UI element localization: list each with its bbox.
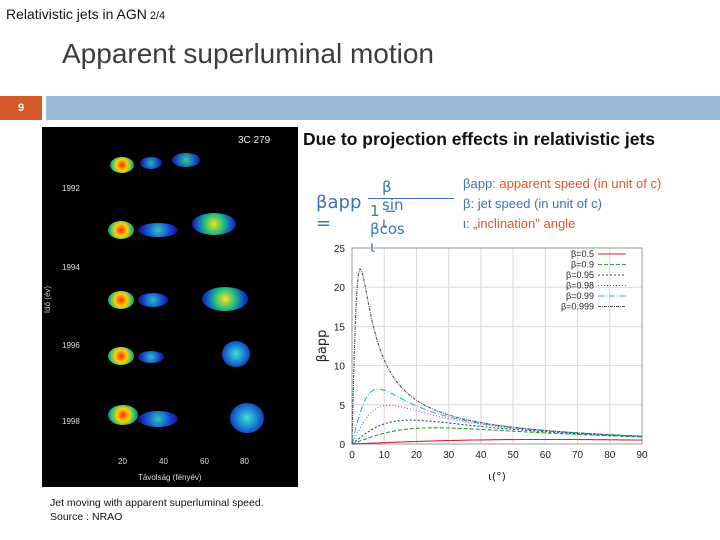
year-label: 1992 [62,184,80,193]
legend-label: β=0.999 [561,302,594,312]
jet-core-blob [108,405,138,425]
jet-knot-blob [230,403,264,433]
distance-tick: 40 [159,457,168,466]
beta-app-vs-angle-chart: 0 5 10 15 20 25 0 10 20 30 40 50 60 70 80 90 ι(°) βapp β=0… [315,244,648,483]
deck-title-text: Relativistic jets in AGN [6,6,147,22]
jet-knot-blob [138,411,178,427]
x-tick-label: 50 [508,450,520,461]
def-iota: ι: „inclination" angle [463,214,661,234]
def-text: : jet speed (in unit of c) [470,196,602,211]
distance-axis-title: Távolság (fényév) [138,473,202,482]
legend-label: β=0.99 [566,291,594,301]
x-tick-label: 70 [572,450,584,461]
radio-image-panel: 3C 279 1992 1994 1996 1998 Idő (év) 20 4… [42,127,298,487]
distance-tick: 60 [200,457,209,466]
series-line [351,267,643,445]
jet-knot-blob [140,157,162,169]
y-tick-label: 10 [334,362,346,373]
time-axis-title: Idő (év) [43,285,53,314]
def-beta-app: βapp: apparent speed (in unit of c) [463,174,661,194]
y-tick-label: 15 [334,322,346,333]
year-label: 1994 [62,263,80,272]
x-tick-label: 10 [379,450,391,461]
jet-knot-blob [172,153,200,167]
distance-tick: 20 [118,457,127,466]
x-tick-label: 60 [540,450,552,461]
y-tick-label: 25 [334,244,346,255]
jet-core-blob [110,157,134,173]
y-tick-label: 5 [339,401,345,412]
legend-label: β=0.95 [566,270,594,280]
def-beta: β: jet speed (in unit of c) [463,194,661,214]
symbol-definitions: βapp: apparent speed (in unit of c) β: j… [463,174,661,234]
x-tick-label: 40 [475,450,487,461]
jet-core-blob [108,347,134,365]
series-line [351,404,642,445]
page-fraction: 2/4 [149,10,166,22]
def-symbol: β [463,196,471,211]
y-axis-label: βapp [315,330,330,363]
jet-knot-blob [138,351,164,363]
formula-denominator: 1 − βcos ι [370,202,405,256]
slide-number-badge: 9 [0,96,42,120]
def-text: : „inclination" angle [465,216,576,231]
headline: Due to projection effects in relativisti… [303,129,656,149]
caption-source: Source : NRAO [50,511,123,523]
jet-knot-blob [138,223,178,237]
plot-frame [351,247,643,445]
deck-title: Relativistic jets in AGN 2/4 [6,6,165,22]
legend-label: β=0.98 [566,281,594,291]
x-tick-label: 80 [604,450,616,461]
x-tick-label: 30 [443,450,455,461]
slide-title: Apparent superluminal motion [62,38,434,69]
jet-core-blob [108,221,134,239]
y-tick-label: 20 [334,283,346,294]
x-axis-label: ι(°) [488,470,506,483]
x-tick-label: 90 [636,450,648,461]
jet-knot-blob [222,341,250,367]
jet-knot-blob [192,213,236,235]
year-label: 1996 [62,341,80,350]
series-line [351,419,643,445]
image-caption: Jet moving with apparent superluminal sp… [50,496,264,524]
fraction-bar [368,198,454,199]
y-tick-label: 0 [339,440,345,451]
def-symbol: βapp [463,176,493,191]
series-line [351,438,642,445]
def-text: : apparent speed (in unit of c) [492,176,662,191]
formula-numerator: β sin ι [382,178,404,232]
legend-label: β=0.5 [571,249,594,259]
source-name: 3C 279 [238,135,271,146]
formula-lhs: βapp = [316,192,362,234]
jet-core-blob [108,291,134,309]
title-accent-bar [46,96,720,120]
legend-label: β=0.9 [571,260,594,270]
x-tick-label: 0 [349,450,355,461]
year-label: 1998 [62,417,80,426]
series-line [351,427,642,445]
def-symbol: ι [463,216,466,231]
jet-knot-blob [202,287,248,311]
distance-tick: 80 [240,457,249,466]
caption-line: Jet moving with apparent superluminal sp… [50,497,264,509]
jet-knot-blob [138,293,168,307]
x-tick-label: 20 [411,450,423,461]
